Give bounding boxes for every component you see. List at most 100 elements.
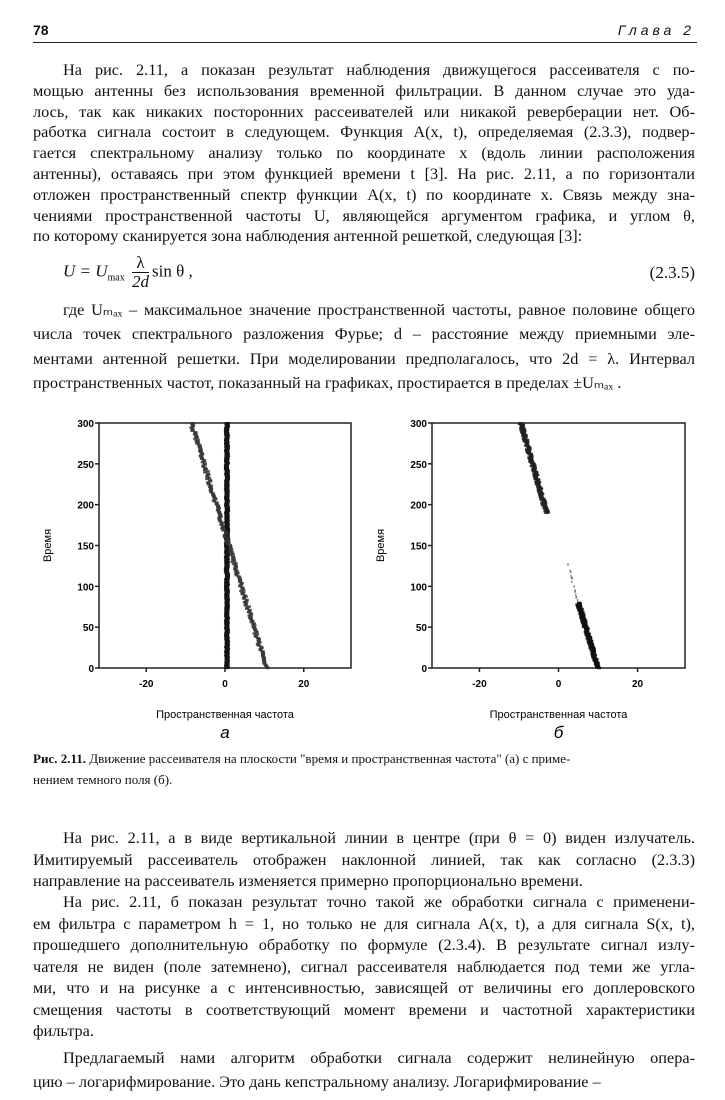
data-point: [238, 585, 243, 588]
data-point: [575, 603, 580, 606]
text-line: смещения частоты в соответствующий момен…: [33, 999, 695, 1019]
data-point: [206, 482, 211, 485]
data-point: [198, 454, 203, 457]
text-line: мощью антенны без использования временно…: [33, 80, 695, 100]
formula-subscript: max: [107, 272, 125, 284]
data-point: [198, 449, 203, 453]
data-point: [209, 488, 214, 491]
y-tick-label: 300: [410, 419, 427, 430]
data-point: [536, 478, 541, 481]
data-point: [233, 566, 238, 569]
data-point: [209, 484, 214, 487]
y-tick-label: 50: [83, 623, 95, 634]
data-point: [242, 597, 247, 600]
data-point: [193, 430, 198, 434]
text-line: ментами антенной решетки. При моделирова…: [33, 348, 695, 368]
data-point: [211, 492, 216, 495]
data-point: [191, 424, 196, 427]
data-point: [246, 611, 251, 614]
data-point: [238, 578, 243, 581]
data-point: [198, 448, 203, 452]
data-point: [264, 664, 269, 667]
y-tick-label: 0: [88, 664, 94, 675]
data-point: [240, 592, 245, 595]
data-point: [189, 426, 194, 429]
text-line: ем фильтра с параметром h = 1, но только…: [33, 913, 695, 933]
data-point: [574, 589, 577, 592]
figure-caption: Рис. 2.11. Движение рассеивателя на плос…: [33, 748, 695, 790]
data-point: [202, 466, 207, 469]
data-point: [209, 491, 214, 494]
data-point: [234, 574, 239, 577]
data-point: [217, 514, 222, 518]
data-point: [226, 541, 231, 544]
data-point: [197, 444, 202, 447]
data-point: [216, 505, 221, 509]
data-point: [571, 580, 573, 583]
data-point: [231, 555, 236, 558]
data-point: [233, 567, 238, 570]
data-point: [201, 458, 206, 462]
data-point: [199, 452, 204, 455]
panel-label: а: [220, 723, 229, 742]
data-point: [259, 645, 264, 648]
data-point: [222, 534, 227, 538]
formula-lhs: U = U: [63, 261, 108, 281]
running-head-chapter: Глава 2: [617, 22, 695, 38]
data-point: [228, 554, 233, 557]
data-point: [570, 571, 572, 574]
data-point: [217, 519, 222, 522]
x-tick-label: 20: [298, 679, 310, 690]
data-point: [256, 640, 261, 643]
caption-line-2: нением темного поля (б).: [33, 772, 173, 787]
header-rule: [33, 42, 697, 43]
data-point: [217, 517, 222, 520]
data-point: [258, 649, 263, 652]
data-point: [224, 531, 229, 534]
data-point: [219, 522, 224, 525]
data-point: [215, 509, 220, 512]
data-point: [244, 599, 249, 603]
data-point: [219, 521, 224, 524]
data-point: [194, 435, 199, 438]
data-point: [212, 496, 217, 500]
data-point: [257, 644, 262, 647]
text-line: На рис. 2.11, а в виде вертикальной лини…: [63, 828, 695, 847]
data-point: [231, 562, 236, 566]
text-line: работка сигнала состоит в следующем. Фун…: [33, 122, 695, 142]
data-point: [586, 640, 591, 643]
data-point: [239, 581, 244, 585]
data-point: [573, 585, 575, 588]
data-point: [239, 589, 244, 593]
data-point: [230, 558, 235, 561]
caption-line-1: Движение рассеивателя на плоскости "врем…: [89, 751, 571, 766]
data-point: [256, 637, 261, 641]
data-point: [226, 537, 231, 540]
data-point: [255, 643, 260, 646]
y-tick-label: 250: [77, 460, 94, 471]
data-point: [199, 456, 204, 459]
text-line: На рис. 2.11, б показан результат точно …: [63, 892, 695, 911]
data-point: [214, 501, 219, 504]
data-point: [218, 515, 223, 519]
data-point: [192, 433, 197, 436]
chart-panel-a: 0 50 100 150 200 250 300 -20 0 20 Время Пространств…: [42, 419, 352, 742]
data-point: [231, 557, 236, 560]
caption-label: Рис. 2.11.: [33, 751, 86, 766]
data-point: [229, 551, 234, 554]
text-line: лось, так как никаких посторонних рассеи…: [33, 101, 695, 121]
data-point: [233, 561, 238, 565]
data-point: [239, 583, 244, 586]
data-point: [536, 488, 541, 491]
data-point: [194, 442, 199, 445]
data-point: [193, 432, 198, 435]
data-point: [257, 641, 262, 644]
data-point: [240, 587, 245, 590]
data-point: [211, 493, 216, 496]
data-point: [211, 499, 216, 502]
data-point: [250, 620, 255, 623]
data-point: [220, 527, 225, 530]
data-point: [200, 453, 205, 456]
data-point: [205, 474, 210, 477]
y-tick-label: 100: [77, 582, 94, 593]
